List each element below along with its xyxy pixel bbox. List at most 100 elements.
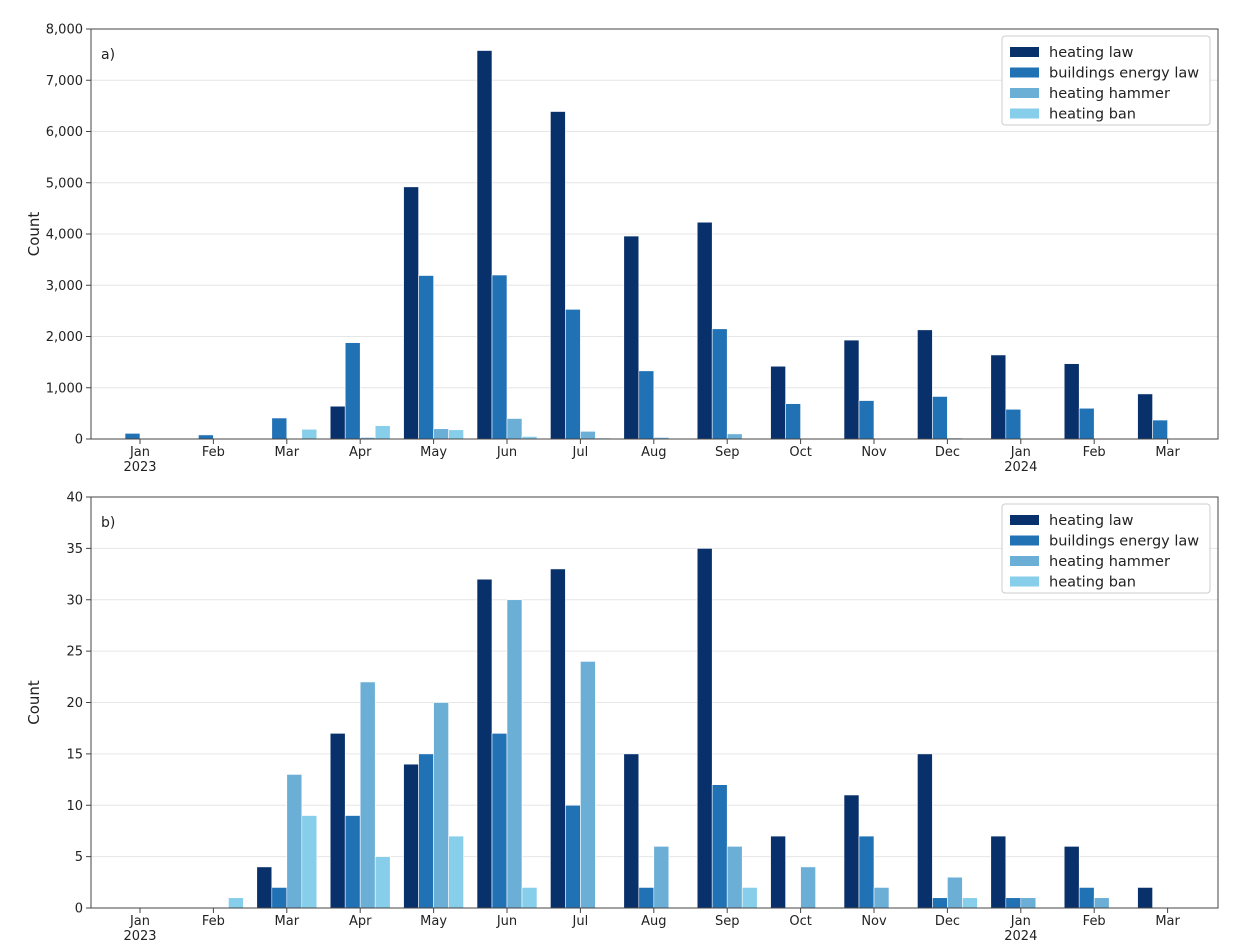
legend-entry-label: heating hammer [1049,554,1170,570]
bar [990,354,1007,440]
bar [506,418,523,440]
bar [1020,897,1037,909]
bar [711,328,728,440]
x-tick-label: May [420,914,447,929]
legend-entry-label: buildings energy law [1049,534,1199,550]
legend-swatch [1010,108,1039,119]
bar [947,876,963,909]
legend-swatch [1010,576,1039,587]
y-tick-label: 6,000 [46,125,83,140]
x-tick-label: Oct [789,445,811,460]
x-tick-label: Feb [1083,445,1106,460]
y-tick-label: 8,000 [46,23,83,38]
bar [550,568,566,909]
legend-entry-label: heating law [1049,513,1134,529]
bar [932,396,948,440]
x-tick-label: Feb [1083,914,1106,929]
x-tick-label: Jun [496,445,517,460]
bar [550,111,566,440]
x-tick-label: Jan 2024 [1004,914,1037,944]
y-tick-label: 25 [66,645,83,660]
bar [1063,363,1080,440]
bar [770,365,786,440]
x-tick-label: Feb [202,914,225,929]
legend: heating law buildings energy law heating h… [1001,503,1211,594]
legend-box [1001,35,1211,126]
y-tick-label: 10 [66,799,83,814]
x-tick-label: Apr [349,914,372,929]
y-tick-label: 1,000 [46,381,83,396]
x-tick-label: Jul [572,914,589,929]
bar [962,897,978,909]
legend-entry-label: heating ban [1049,107,1136,123]
x-tick-label: Nov [861,445,887,460]
x-tick-label: Jan 2023 [123,445,156,475]
bar [565,804,581,909]
legend-swatch [1010,47,1039,57]
bar [932,897,948,909]
legend-entry-label: heating hammer [1049,86,1170,102]
x-tick-label: Mar [275,445,300,460]
bar [433,702,449,909]
y-tick-label: 5,000 [46,176,83,191]
bar [800,866,816,909]
x-tick-label: Nov [861,914,887,929]
y-tick-label: 2,000 [46,330,83,345]
bar [696,548,713,909]
bar [228,897,244,909]
bar [403,763,419,909]
bar [329,405,346,440]
bar [344,815,361,909]
bar [433,428,449,440]
bar [1005,408,1022,440]
bar [1152,419,1168,440]
bar [359,681,376,909]
x-tick-label: Jan 2024 [1004,445,1037,475]
bar [726,846,743,909]
chart-panel-1: 0 1,000 2,000 3,000 4,000 5,000 6,000 7,000 8,00… [25,23,1219,475]
bar [448,835,464,909]
bar [124,433,141,440]
bar [770,835,786,909]
chart-panel-2: 0 5 10 15 20 25 30 35 40 Jan 2023 Feb Mar Apr May Jun Ju… [25,491,1219,944]
bar [785,403,801,440]
bar [638,370,655,440]
x-tick-label: Sep [715,445,740,460]
x-tick-label: Oct [789,914,811,929]
bar [726,433,743,440]
bar [198,434,214,440]
x-tick-label: Jan 2023 [123,914,156,944]
bar [1078,407,1095,440]
y-tick-label: 0 [75,433,83,448]
bar [565,309,581,440]
bar [917,329,933,440]
y-tick-label: 30 [66,593,83,608]
bar [491,733,508,909]
bar [491,274,508,440]
x-tick-label: Sep [715,914,740,929]
legend-swatch [1010,535,1039,546]
bar [858,835,875,909]
legend-swatch [1010,515,1039,525]
bar [1078,887,1095,909]
bar [301,815,318,909]
y-tick-label: 40 [66,491,83,506]
legend-swatch [1010,67,1039,78]
panel-label: b) [101,515,115,531]
bar [580,431,596,440]
x-tick-label: Dec [935,445,960,460]
bar [1093,897,1110,909]
bar [271,417,288,440]
bar [374,425,391,440]
bar [374,856,391,909]
x-tick-label: Feb [202,445,225,460]
bar [741,887,758,909]
bar [623,753,640,909]
bar [403,186,419,440]
bar [843,794,860,909]
legend-swatch [1010,88,1039,98]
y-axis-label: Count [25,680,43,725]
bar [476,578,493,909]
